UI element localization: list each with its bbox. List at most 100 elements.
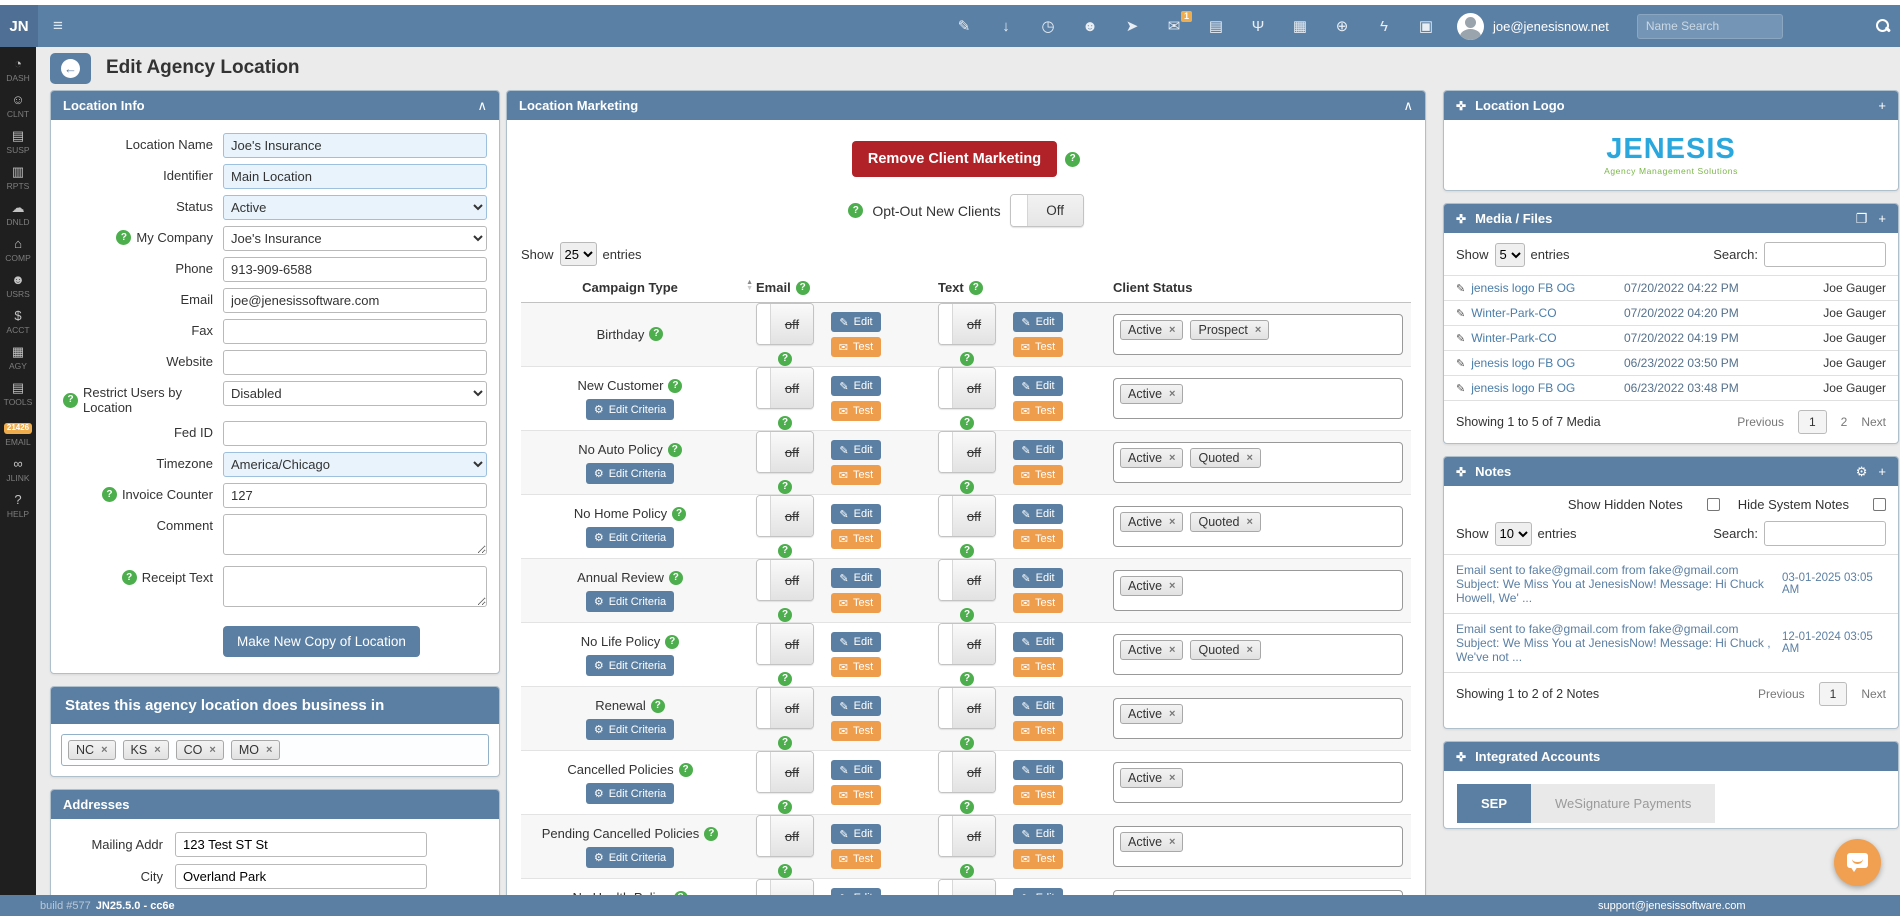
media-search-input[interactable] (1764, 242, 1886, 267)
text-off-toggle[interactable]: off (938, 495, 996, 537)
move-icon[interactable]: ✜ (1456, 98, 1467, 113)
help-icon[interactable]: ? (704, 826, 719, 841)
fed-id-field[interactable] (223, 421, 487, 446)
edit-criteria-button[interactable]: ⚙ Edit Criteria (585, 463, 675, 484)
email-off-toggle[interactable]: off (756, 879, 814, 895)
pagination-next[interactable]: Next (1861, 415, 1886, 429)
remove-tag-icon[interactable]: × (265, 744, 273, 756)
help-icon[interactable]: ? (960, 864, 974, 878)
text-off-toggle[interactable]: off (938, 367, 996, 409)
entries-count-select[interactable]: 25 (559, 242, 597, 266)
help-icon[interactable]: ? (968, 280, 983, 295)
help-icon[interactable]: ? (63, 392, 78, 408)
email-off-toggle[interactable]: off (756, 431, 814, 473)
add-icon[interactable]: + (1878, 98, 1886, 113)
client-status-box[interactable]: Active × Quoted × (1113, 442, 1403, 483)
sidebar-item-dnld[interactable]: ☁ DNLD (0, 196, 36, 232)
media-file-link[interactable]: ✎ Winter-Park-CO (1456, 331, 1557, 345)
help-icon[interactable]: ? (778, 672, 792, 686)
sidebar-item-rpts[interactable]: ▥ RPTS (0, 160, 36, 196)
search-icon[interactable] (1876, 19, 1890, 33)
identifier-field[interactable] (223, 164, 487, 189)
remove-tag-icon[interactable]: × (101, 744, 108, 756)
remove-tag-icon[interactable]: × (1169, 772, 1176, 784)
email-test-button[interactable]: ✉ Test (831, 657, 881, 677)
mailing-addr-field[interactable] (175, 832, 427, 857)
help-icon[interactable]: ? (778, 480, 792, 494)
help-icon[interactable]: ? (960, 736, 974, 750)
text-off-toggle[interactable]: off (938, 559, 996, 601)
help-icon[interactable]: ? (673, 890, 688, 895)
name-search-input[interactable] (1636, 13, 1783, 39)
support-email[interactable]: support@jenesissoftware.com (1598, 899, 1746, 912)
fax-icon[interactable]: ▣ (1418, 17, 1434, 35)
email-edit-button[interactable]: ✎Edit (831, 888, 881, 895)
email-edit-button[interactable]: ✎Edit (831, 568, 881, 588)
sort-icon[interactable]: ▲ ▼ (746, 279, 753, 292)
text-test-button[interactable]: ✉ Test (1013, 529, 1063, 549)
text-off-toggle[interactable]: off (938, 687, 996, 729)
text-off-toggle[interactable]: off (938, 815, 996, 857)
add-user-icon[interactable]: ☻ (1082, 17, 1098, 35)
receipt-text-field[interactable] (223, 566, 487, 607)
text-off-toggle[interactable]: off (938, 623, 996, 665)
help-icon[interactable]: ? (778, 416, 792, 430)
email-edit-button[interactable]: ✎Edit (831, 376, 881, 396)
edit-criteria-button[interactable]: ⚙ Edit Criteria (585, 527, 675, 548)
help-icon[interactable]: ? (960, 544, 974, 558)
help-icon[interactable]: ? (668, 570, 683, 585)
show-hidden-notes-checkbox[interactable] (1706, 498, 1720, 511)
help-icon[interactable]: ? (668, 378, 683, 393)
email-test-button[interactable]: ✉ Test (831, 849, 881, 869)
text-edit-button[interactable]: ✎Edit (1013, 376, 1063, 396)
email-off-toggle[interactable]: off (756, 687, 814, 729)
email-off-toggle[interactable]: off (756, 303, 814, 345)
text-test-button[interactable]: ✉ Test (1013, 593, 1063, 613)
sidebar-item-jlink[interactable]: ∞ JLINK (0, 452, 36, 488)
edit-criteria-button[interactable]: ⚙ Edit Criteria (585, 719, 675, 740)
text-edit-button[interactable]: ✎Edit (1013, 760, 1063, 780)
help-icon[interactable]: ? (960, 480, 974, 494)
utensils-icon[interactable]: Ψ (1251, 17, 1265, 35)
text-edit-button[interactable]: ✎Edit (1013, 504, 1063, 524)
phone-field[interactable] (223, 257, 487, 282)
text-off-toggle[interactable]: off (938, 751, 996, 793)
media-file-link[interactable]: ✎ jenesis logo FB OG (1456, 381, 1576, 395)
text-off-toggle[interactable]: off (938, 879, 996, 895)
document-icon[interactable]: ▤ (1208, 17, 1224, 35)
text-edit-button[interactable]: ✎Edit (1013, 888, 1063, 895)
add-icon[interactable]: + (1878, 464, 1886, 479)
globe-icon[interactable]: ⊕ (1335, 17, 1349, 35)
email-edit-button[interactable]: ✎Edit (831, 504, 881, 524)
email-test-button[interactable]: ✉ Test (831, 785, 881, 805)
email-test-button[interactable]: ✉ Test (831, 529, 881, 549)
text-off-toggle[interactable]: off (938, 303, 996, 345)
sidebar-item-email[interactable]: 21426 EMAIL (0, 412, 36, 452)
fax-field[interactable] (223, 319, 487, 344)
help-icon[interactable]: ? (672, 506, 687, 521)
remove-tag-icon[interactable]: × (1169, 324, 1176, 336)
download-icon[interactable]: ↓ (1002, 17, 1010, 35)
pagination-previous[interactable]: Previous (1737, 415, 1784, 429)
help-icon[interactable]: ? (121, 570, 137, 585)
help-icon[interactable]: ? (678, 762, 693, 777)
folder-icon[interactable]: ❐ (1855, 211, 1868, 226)
remove-tag-icon[interactable]: × (154, 744, 161, 756)
email-icon[interactable]: ✉ 1 (1165, 10, 1192, 34)
remove-tag-icon[interactable]: × (1169, 388, 1176, 400)
edit-criteria-button[interactable]: ⚙ Edit Criteria (585, 847, 675, 868)
edit-criteria-button[interactable]: ⚙ Edit Criteria (585, 591, 675, 612)
client-status-box[interactable]: Active × (1113, 570, 1403, 611)
email-off-toggle[interactable]: off (756, 495, 814, 537)
notes-entries-select[interactable]: 10 (1494, 521, 1532, 546)
hide-system-notes-checkbox[interactable] (1873, 498, 1886, 511)
help-icon[interactable]: ? (116, 230, 132, 245)
states-multiselect[interactable]: NC × KS × CO × MO × (61, 734, 489, 766)
chat-widget-button[interactable] (1834, 839, 1881, 886)
text-edit-button[interactable]: ✎Edit (1013, 568, 1063, 588)
remove-tag-icon[interactable]: × (1246, 452, 1253, 464)
email-off-toggle[interactable]: off (756, 751, 814, 793)
pagination-page-1[interactable]: 1 (1818, 682, 1848, 706)
text-edit-button[interactable]: ✎Edit (1013, 440, 1063, 460)
remove-tag-icon[interactable]: × (1169, 516, 1176, 528)
